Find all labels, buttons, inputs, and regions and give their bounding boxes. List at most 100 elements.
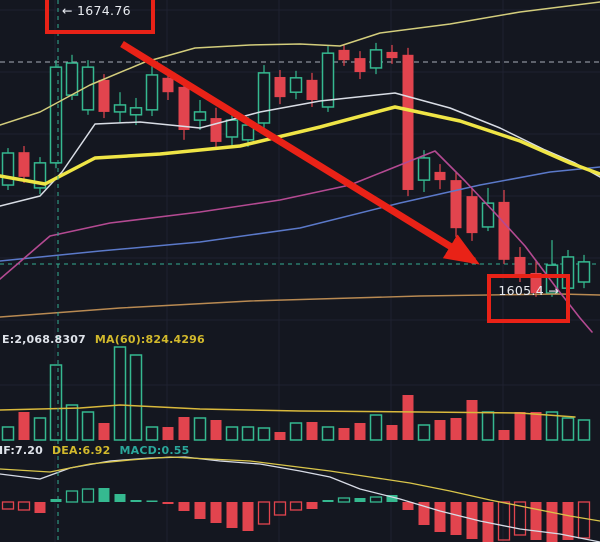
volume-bar	[530, 412, 542, 440]
macd-histogram-bar	[418, 502, 430, 525]
candlestick	[402, 54, 414, 190]
candlestick	[321, 52, 335, 108]
ma-pale-yellow	[0, 1, 600, 126]
candlestick	[338, 49, 350, 61]
macd-histogram-bar	[497, 501, 511, 541]
vol-ma-yellow	[0, 404, 576, 418]
macd-histogram-bar	[114, 494, 126, 502]
macd-histogram-bar	[530, 502, 542, 540]
candlestick	[530, 272, 542, 294]
volume-bar	[65, 404, 79, 441]
volume-bar	[98, 423, 110, 440]
annotation-box-high	[45, 0, 155, 34]
macd-histogram-bar	[322, 500, 334, 502]
volume-bar	[145, 426, 159, 441]
volume-bar	[178, 417, 190, 440]
volume-bar	[162, 427, 174, 440]
macd-histogram-bar	[450, 502, 462, 535]
volume-bar	[321, 426, 335, 441]
volume-bar	[81, 411, 95, 441]
volume-bar	[561, 417, 575, 441]
candlestick	[178, 86, 190, 130]
candlestick	[98, 79, 110, 112]
macd-histogram-bar	[146, 500, 158, 502]
candlestick	[162, 77, 174, 93]
ma-thick-yellow	[0, 105, 600, 186]
macd-histogram-bar	[562, 502, 574, 540]
volume-bar	[49, 364, 63, 441]
macd-histogram-bar	[242, 502, 254, 531]
macd-histogram-bar	[306, 502, 318, 509]
annotation-arrow	[120, 41, 480, 265]
volume-bar	[33, 417, 47, 441]
volume-bar	[338, 428, 350, 440]
macd-histogram-bar	[50, 499, 62, 502]
volume-bar	[1, 426, 15, 441]
volume-bar	[241, 426, 255, 441]
macd-histogram-bar	[289, 501, 303, 511]
ma-blue	[0, 166, 600, 262]
candlestick	[354, 58, 366, 73]
volume-bar	[498, 430, 510, 440]
candlestick	[210, 118, 222, 142]
macd-histogram-bar	[337, 497, 351, 503]
volume-bar	[225, 426, 239, 441]
macd-histogram-bar	[273, 501, 287, 516]
volume-bar	[577, 419, 591, 441]
candlestick	[386, 51, 398, 59]
volume-bar	[466, 400, 478, 440]
candlestick	[145, 74, 159, 111]
macd-histogram-bar	[98, 488, 110, 502]
macd-histogram-bar	[162, 502, 174, 504]
candlestick	[274, 76, 286, 98]
candlestick	[434, 171, 446, 181]
candlestick	[450, 180, 462, 229]
volume-bar	[450, 418, 462, 440]
volume-bar	[274, 432, 286, 440]
candlestick	[417, 157, 431, 181]
macd-histogram-bar	[178, 502, 190, 511]
volume-bar	[129, 354, 143, 441]
volume-bar	[514, 412, 526, 440]
candlestick	[257, 72, 271, 124]
macd-histogram-bar	[210, 502, 222, 523]
volume-bar	[369, 414, 383, 441]
macd-histogram-bar	[386, 495, 398, 502]
candlestick	[18, 152, 30, 177]
macd-histogram-bar	[546, 502, 558, 542]
volume-bar	[481, 411, 495, 441]
candlestick	[514, 256, 526, 276]
volume-bar	[545, 411, 559, 441]
volume-bar	[289, 422, 303, 441]
macd-histogram-bar	[513, 501, 527, 536]
volume-bar	[18, 412, 30, 440]
volume-bar	[417, 424, 431, 441]
macd-histogram-bar	[81, 488, 95, 503]
macd-histogram-bar	[17, 501, 31, 511]
volume-bar	[434, 420, 446, 440]
ma-white	[0, 92, 600, 207]
macd-dea-yellow	[0, 456, 600, 522]
ma-magenta	[0, 150, 593, 333]
macd-histogram-bar	[257, 501, 271, 525]
candlestick	[65, 62, 79, 96]
macd-histogram-bar	[130, 500, 142, 502]
candlestick	[481, 202, 495, 228]
candlestick	[577, 261, 591, 283]
candlestick	[113, 104, 127, 113]
macd-histogram-bar	[369, 496, 383, 503]
macd-histogram-bar	[65, 490, 79, 503]
candlestick	[49, 66, 63, 164]
candlestick	[466, 196, 478, 234]
candlestick	[129, 107, 143, 116]
volume-bar	[210, 420, 222, 440]
volume-bar	[402, 395, 414, 440]
candlestick	[306, 79, 318, 100]
macd-histogram-bar	[34, 502, 46, 513]
macd-histogram-bar	[402, 502, 414, 510]
volume-bar	[354, 423, 366, 440]
candlestick	[369, 49, 383, 69]
macd-histogram-bar	[1, 501, 15, 510]
